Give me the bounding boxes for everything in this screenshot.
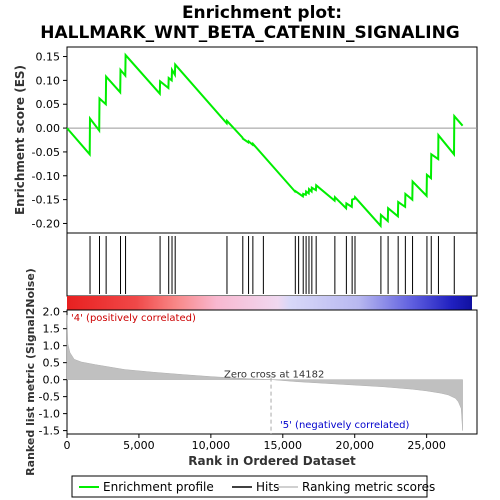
es-ticks: 0.15 0.10 0.05 0.00 -0.05 -0.10 -0.15 -0.20	[32, 51, 67, 230]
x-tick-label: 25,000	[407, 439, 446, 452]
metric-tick-label: -1.5	[39, 425, 60, 438]
positive-correlation-label: '4' (positively correlated)	[71, 313, 196, 324]
metric-tick-label: -0.5	[39, 391, 60, 404]
x-tick-label: 15,000	[264, 439, 303, 452]
es-tick-label: -0.15	[32, 194, 60, 207]
es-tick-label: 0.10	[36, 74, 61, 87]
es-tick-label: -0.10	[32, 170, 60, 183]
legend-hits-label: Hits	[256, 480, 279, 494]
es-panel: 0.15 0.10 0.05 0.00 -0.05 -0.10 -0.15 -0.20	[32, 46, 478, 234]
metric-ticks: 2.0 1.5 1.0 0.5 0.0 -0.5 -1.0 -1.5	[39, 306, 67, 438]
metric-tick-label: 1.0	[43, 340, 61, 353]
x-axis-label: Rank in Ordered Dataset	[188, 454, 356, 468]
metric-tick-label: 1.5	[43, 323, 61, 336]
legend-enrichment-label: Enrichment profile	[103, 480, 214, 494]
metric-tick-label: 0.0	[43, 374, 61, 387]
x-tick-label: 5,000	[123, 439, 155, 452]
es-panel-frame	[66, 46, 478, 234]
metric-tick-label: -1.0	[39, 408, 60, 421]
zero-cross-label: Zero cross at 14182	[224, 370, 324, 381]
x-tick-label: 20,000	[335, 439, 374, 452]
metric-tick-label: 0.5	[43, 357, 61, 370]
hits-panel-frame	[66, 232, 478, 297]
x-tick-label: 10,000	[192, 439, 231, 452]
x-tick-label: 0	[64, 439, 71, 452]
chart-title-line1: Enrichment plot:	[182, 3, 342, 23]
es-tick-label: 0.00	[36, 122, 61, 135]
heat-bar-rect	[67, 296, 472, 310]
metric-tick-label: 2.0	[43, 306, 61, 319]
ranking-metric-area	[66, 315, 463, 431]
rank-heat-bar	[67, 296, 472, 310]
negative-correlation-label: '5' (negatively correlated)	[280, 420, 409, 431]
es-tick-label: -0.20	[32, 217, 60, 230]
x-ticks: 0 5,000 10,000 15,000 20,000 25,000	[64, 434, 446, 452]
es-ylabel: Enrichment score (ES)	[13, 65, 27, 215]
metric-panel: 2.0 1.5 1.0 0.5 0.0 -0.5 -1.0 -1.5 Zero cross a…	[39, 306, 478, 438]
es-tick-label: 0.05	[36, 98, 61, 111]
legend-metric-label: Ranking metric scores	[302, 480, 435, 494]
legend: Enrichment profile Hits Ranking metric s…	[71, 475, 435, 498]
enrichment-profile-line	[66, 52, 464, 229]
es-tick-label: 0.15	[36, 51, 61, 64]
es-tick-label: -0.05	[32, 146, 60, 159]
chart-title-line2: HALLMARK_WNT_BETA_CATENIN_SIGNALING	[40, 23, 460, 43]
hits-panel	[66, 232, 478, 297]
hits	[89, 236, 455, 294]
metric-ylabel: Ranked list metric (Signal2Noise)	[24, 268, 37, 476]
